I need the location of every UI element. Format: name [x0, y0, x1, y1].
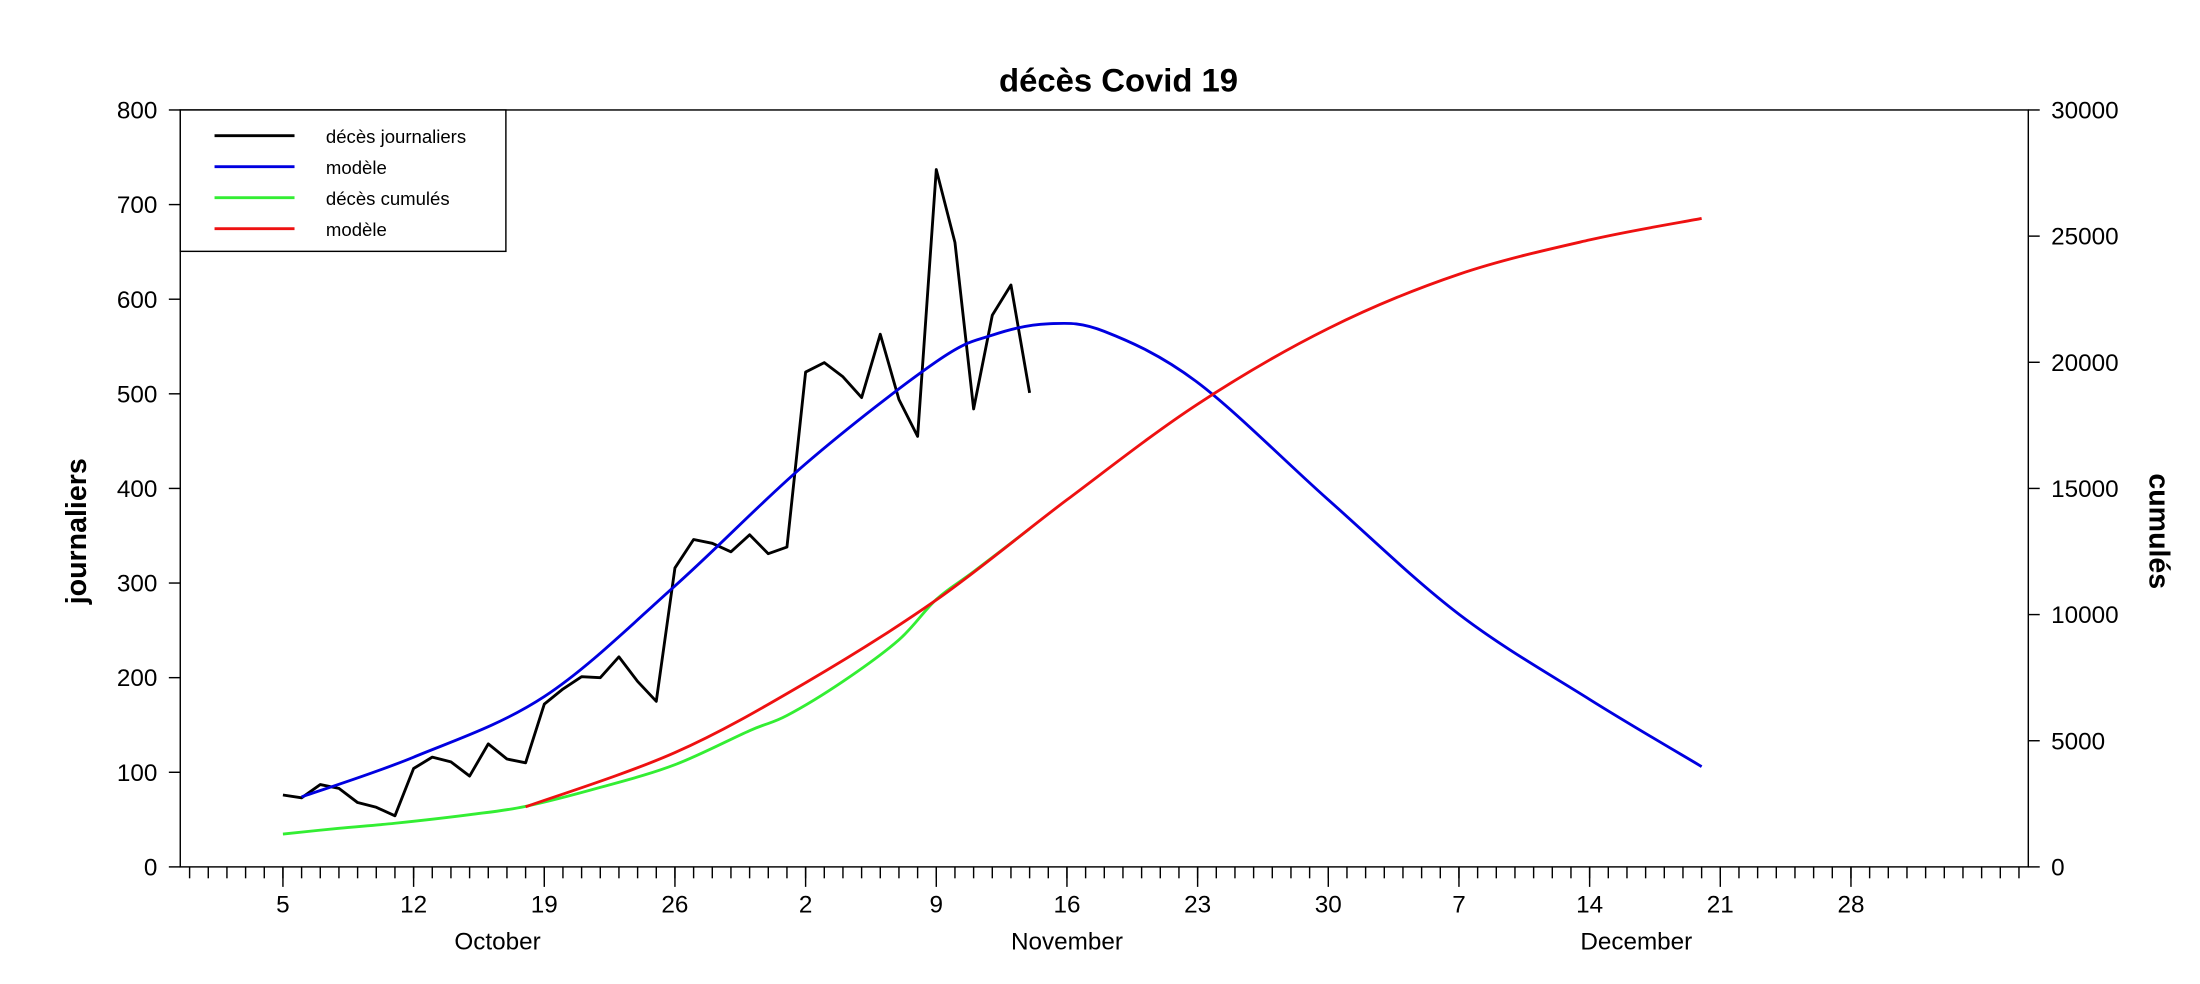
- x-tick-label: 14: [1576, 892, 1603, 919]
- x-tick-label: 23: [1184, 892, 1211, 919]
- x-tick-label: 12: [400, 892, 427, 919]
- y-left-tick-label: 200: [117, 665, 158, 692]
- y-left-tick-label: 0: [144, 854, 158, 881]
- x-tick-label: 7: [1452, 892, 1466, 919]
- y-right-tick-label: 5000: [2051, 728, 2105, 755]
- legend-label: modèle: [326, 157, 387, 178]
- y-right-tick-label: 10000: [2051, 602, 2118, 629]
- x-tick-label: 9: [930, 892, 944, 919]
- y-axis-label-left: journaliers: [61, 458, 93, 605]
- x-tick-label: 16: [1053, 892, 1080, 919]
- y-axis-label-right: cumulés: [2143, 473, 2175, 589]
- x-tick-label: 19: [531, 892, 558, 919]
- y-right-tick-label: 0: [2051, 854, 2065, 881]
- y-right-tick-label: 15000: [2051, 476, 2118, 503]
- month-label: November: [1011, 929, 1123, 956]
- x-tick-label: 2: [799, 892, 813, 919]
- daily-model-line: [301, 321, 1703, 799]
- daily-deaths-line: [282, 168, 1032, 818]
- legend-label: modèle: [326, 219, 387, 240]
- x-tick-label: 26: [661, 892, 688, 919]
- month-label: October: [454, 929, 540, 956]
- month-label: December: [1580, 929, 1692, 956]
- x-tick-label: 30: [1315, 892, 1342, 919]
- cumulative-deaths-line: [282, 527, 1031, 836]
- y-left-tick-label: 400: [117, 476, 158, 503]
- x-tick-label: 21: [1707, 892, 1734, 919]
- y-right-tick-label: 20000: [2051, 350, 2118, 377]
- y-left-tick-label: 500: [117, 381, 158, 408]
- legend-label: décès cumulés: [326, 188, 450, 209]
- y-right-tick-label: 30000: [2051, 98, 2118, 125]
- y-left-tick-label: 700: [117, 192, 158, 219]
- x-tick-label: 5: [276, 892, 290, 919]
- legend: décès journaliers modèle décès cumulés modè…: [179, 109, 507, 253]
- y-left-tick-label: 300: [117, 571, 158, 598]
- legend-label: décès journaliers: [326, 126, 466, 147]
- cumulative-model-line: [525, 217, 1702, 809]
- y-left-tick-label: 100: [117, 760, 158, 787]
- y-right-tick-label: 25000: [2051, 224, 2118, 251]
- chart-title: décès Covid 19: [999, 61, 1238, 98]
- y-left-tick-label: 600: [117, 287, 158, 314]
- y-left-tick-label: 800: [117, 98, 158, 125]
- x-tick-label: 28: [1837, 892, 1864, 919]
